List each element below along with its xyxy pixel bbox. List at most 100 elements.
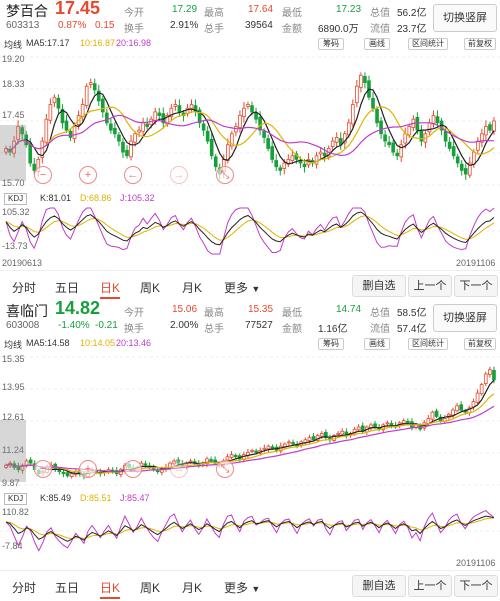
prev-stock-button[interactable]: 上一个 [408, 275, 452, 297]
candle-body [282, 162, 287, 169]
delete-watchlist-button[interactable]: 删自选 [352, 575, 406, 597]
tab-intraday[interactable]: 分时 [12, 581, 37, 595]
draw-line-button[interactable]: 画线 [364, 38, 390, 50]
candle-body [459, 163, 464, 171]
range-stats-button[interactable]: 区间统计 [408, 38, 448, 50]
arrow-left-icon[interactable]: ← [124, 166, 142, 184]
candle-body [197, 109, 202, 124]
tab-five-day[interactable]: 五日 [55, 281, 80, 295]
candle-body [383, 134, 387, 142]
float-value: 23.7亿 [397, 24, 427, 35]
collapse-icon[interactable]: ⤡ [216, 166, 234, 184]
range-stats-button[interactable]: 区间统计 [408, 338, 448, 350]
stock-change: 0.15 [95, 20, 115, 31]
tab-more[interactable]: 更多 ▼ [224, 579, 260, 596]
candle-body [262, 130, 266, 138]
active-tab-indicator [100, 297, 120, 299]
arrow-left-icon[interactable]: ← [124, 460, 142, 478]
candle-body [447, 141, 452, 149]
candle-body [57, 469, 62, 473]
candle-body [467, 162, 472, 176]
high-value: 15.35 [248, 304, 274, 315]
next-stock-button[interactable]: 下一个 [454, 575, 498, 597]
candle-body [403, 133, 408, 144]
candle-body [117, 134, 121, 142]
candle-body [379, 120, 383, 135]
tab-intraday[interactable]: 分时 [12, 281, 37, 295]
candle-body [60, 108, 65, 124]
kdj-axis-bottom: -7.84 [2, 541, 23, 551]
candlestick-chart[interactable] [0, 351, 500, 491]
prev-stock-button[interactable]: 上一个 [408, 575, 452, 597]
tab-weekly-k[interactable]: 周K [140, 581, 161, 595]
plus-icon[interactable]: + [79, 166, 97, 184]
tab-more[interactable]: 更多 ▼ [224, 279, 260, 296]
kdj-chart[interactable] [0, 506, 500, 556]
arrow-right-icon[interactable]: → [170, 166, 188, 184]
kdj-j-value: J:105.32 [120, 193, 155, 203]
candle-body [69, 473, 74, 477]
stock-change: -0.21 [95, 320, 118, 331]
tab-monthly-k[interactable]: 月K [182, 581, 203, 595]
candle-body [121, 141, 125, 153]
tab-five-day[interactable]: 五日 [55, 581, 80, 595]
kdj-tag[interactable]: KDJ [4, 493, 28, 505]
switch-portrait-button[interactable]: 切换竖屏 [433, 4, 497, 32]
date-end: 20191106 [456, 558, 496, 568]
candle-body [20, 127, 24, 135]
candle-body [426, 418, 431, 424]
tab-daily-k[interactable]: 日K [100, 281, 121, 295]
candle-body [459, 404, 463, 411]
candle-body [399, 144, 404, 158]
candle-body [262, 447, 267, 450]
candle-body [254, 450, 258, 453]
candle-body [314, 155, 319, 165]
candle-body [401, 420, 406, 424]
period-tabs: 分时 五日 日K 周K 月K 更多 ▼ 删自选 上一个 下一个 [0, 570, 500, 600]
float-label: 流值 [370, 324, 390, 335]
candle-body [226, 144, 230, 161]
ma20-value: 20:16.98 [116, 38, 152, 48]
minus-icon[interactable]: − [34, 460, 52, 478]
hands-value: 39564 [245, 20, 273, 31]
stock-code: 603008 [6, 320, 40, 331]
candle-body [443, 130, 448, 142]
adjust-button[interactable]: 前复权 [464, 38, 496, 50]
plus-icon[interactable]: + [79, 460, 97, 478]
minus-icon[interactable]: − [34, 166, 52, 184]
stock-panel-xilinmen: 喜临门 14.82 603008 -1.40% -0.21 今开 15.06 最… [0, 298, 500, 600]
tab-weekly-k[interactable]: 周K [140, 281, 161, 295]
ma10-line [5, 106, 495, 164]
ma5-value: MA5:17.17 [26, 38, 70, 48]
next-stock-button[interactable]: 下一个 [454, 275, 498, 297]
adjust-button[interactable]: 前复权 [464, 338, 496, 350]
candle-body [258, 116, 262, 131]
collapse-icon[interactable]: ⤡ [216, 460, 234, 478]
candle-body [28, 459, 33, 464]
candle-body [387, 141, 391, 146]
tab-daily-k[interactable]: 日K [100, 581, 121, 595]
kdj-chart[interactable] [0, 206, 500, 256]
candle-body [242, 107, 246, 118]
candle-body [375, 108, 379, 124]
chip-button[interactable]: 筹码 [318, 338, 344, 350]
candlestick-chart[interactable] [0, 51, 500, 191]
delete-watchlist-button[interactable]: 删自选 [352, 275, 406, 297]
open-label: 今开 [124, 8, 144, 19]
candle-body [20, 464, 25, 471]
kdj-tag[interactable]: KDJ [4, 193, 28, 205]
arrow-right-icon[interactable]: → [170, 460, 188, 478]
chip-button[interactable]: 筹码 [318, 38, 344, 50]
stock-header: 喜临门 14.82 603008 -1.40% -0.21 今开 15.06 最… [0, 298, 500, 336]
kdj-k-line [5, 211, 495, 246]
candle-body [109, 123, 113, 131]
active-tab-indicator [100, 597, 120, 599]
draw-line-button[interactable]: 画线 [364, 338, 390, 350]
candle-body [52, 96, 57, 104]
candle-body [451, 409, 455, 416]
candle-body [318, 151, 323, 155]
candle-body [287, 441, 291, 444]
candle-body [351, 104, 355, 125]
switch-portrait-button[interactable]: 切换竖屏 [433, 304, 497, 332]
tab-monthly-k[interactable]: 月K [182, 281, 203, 295]
